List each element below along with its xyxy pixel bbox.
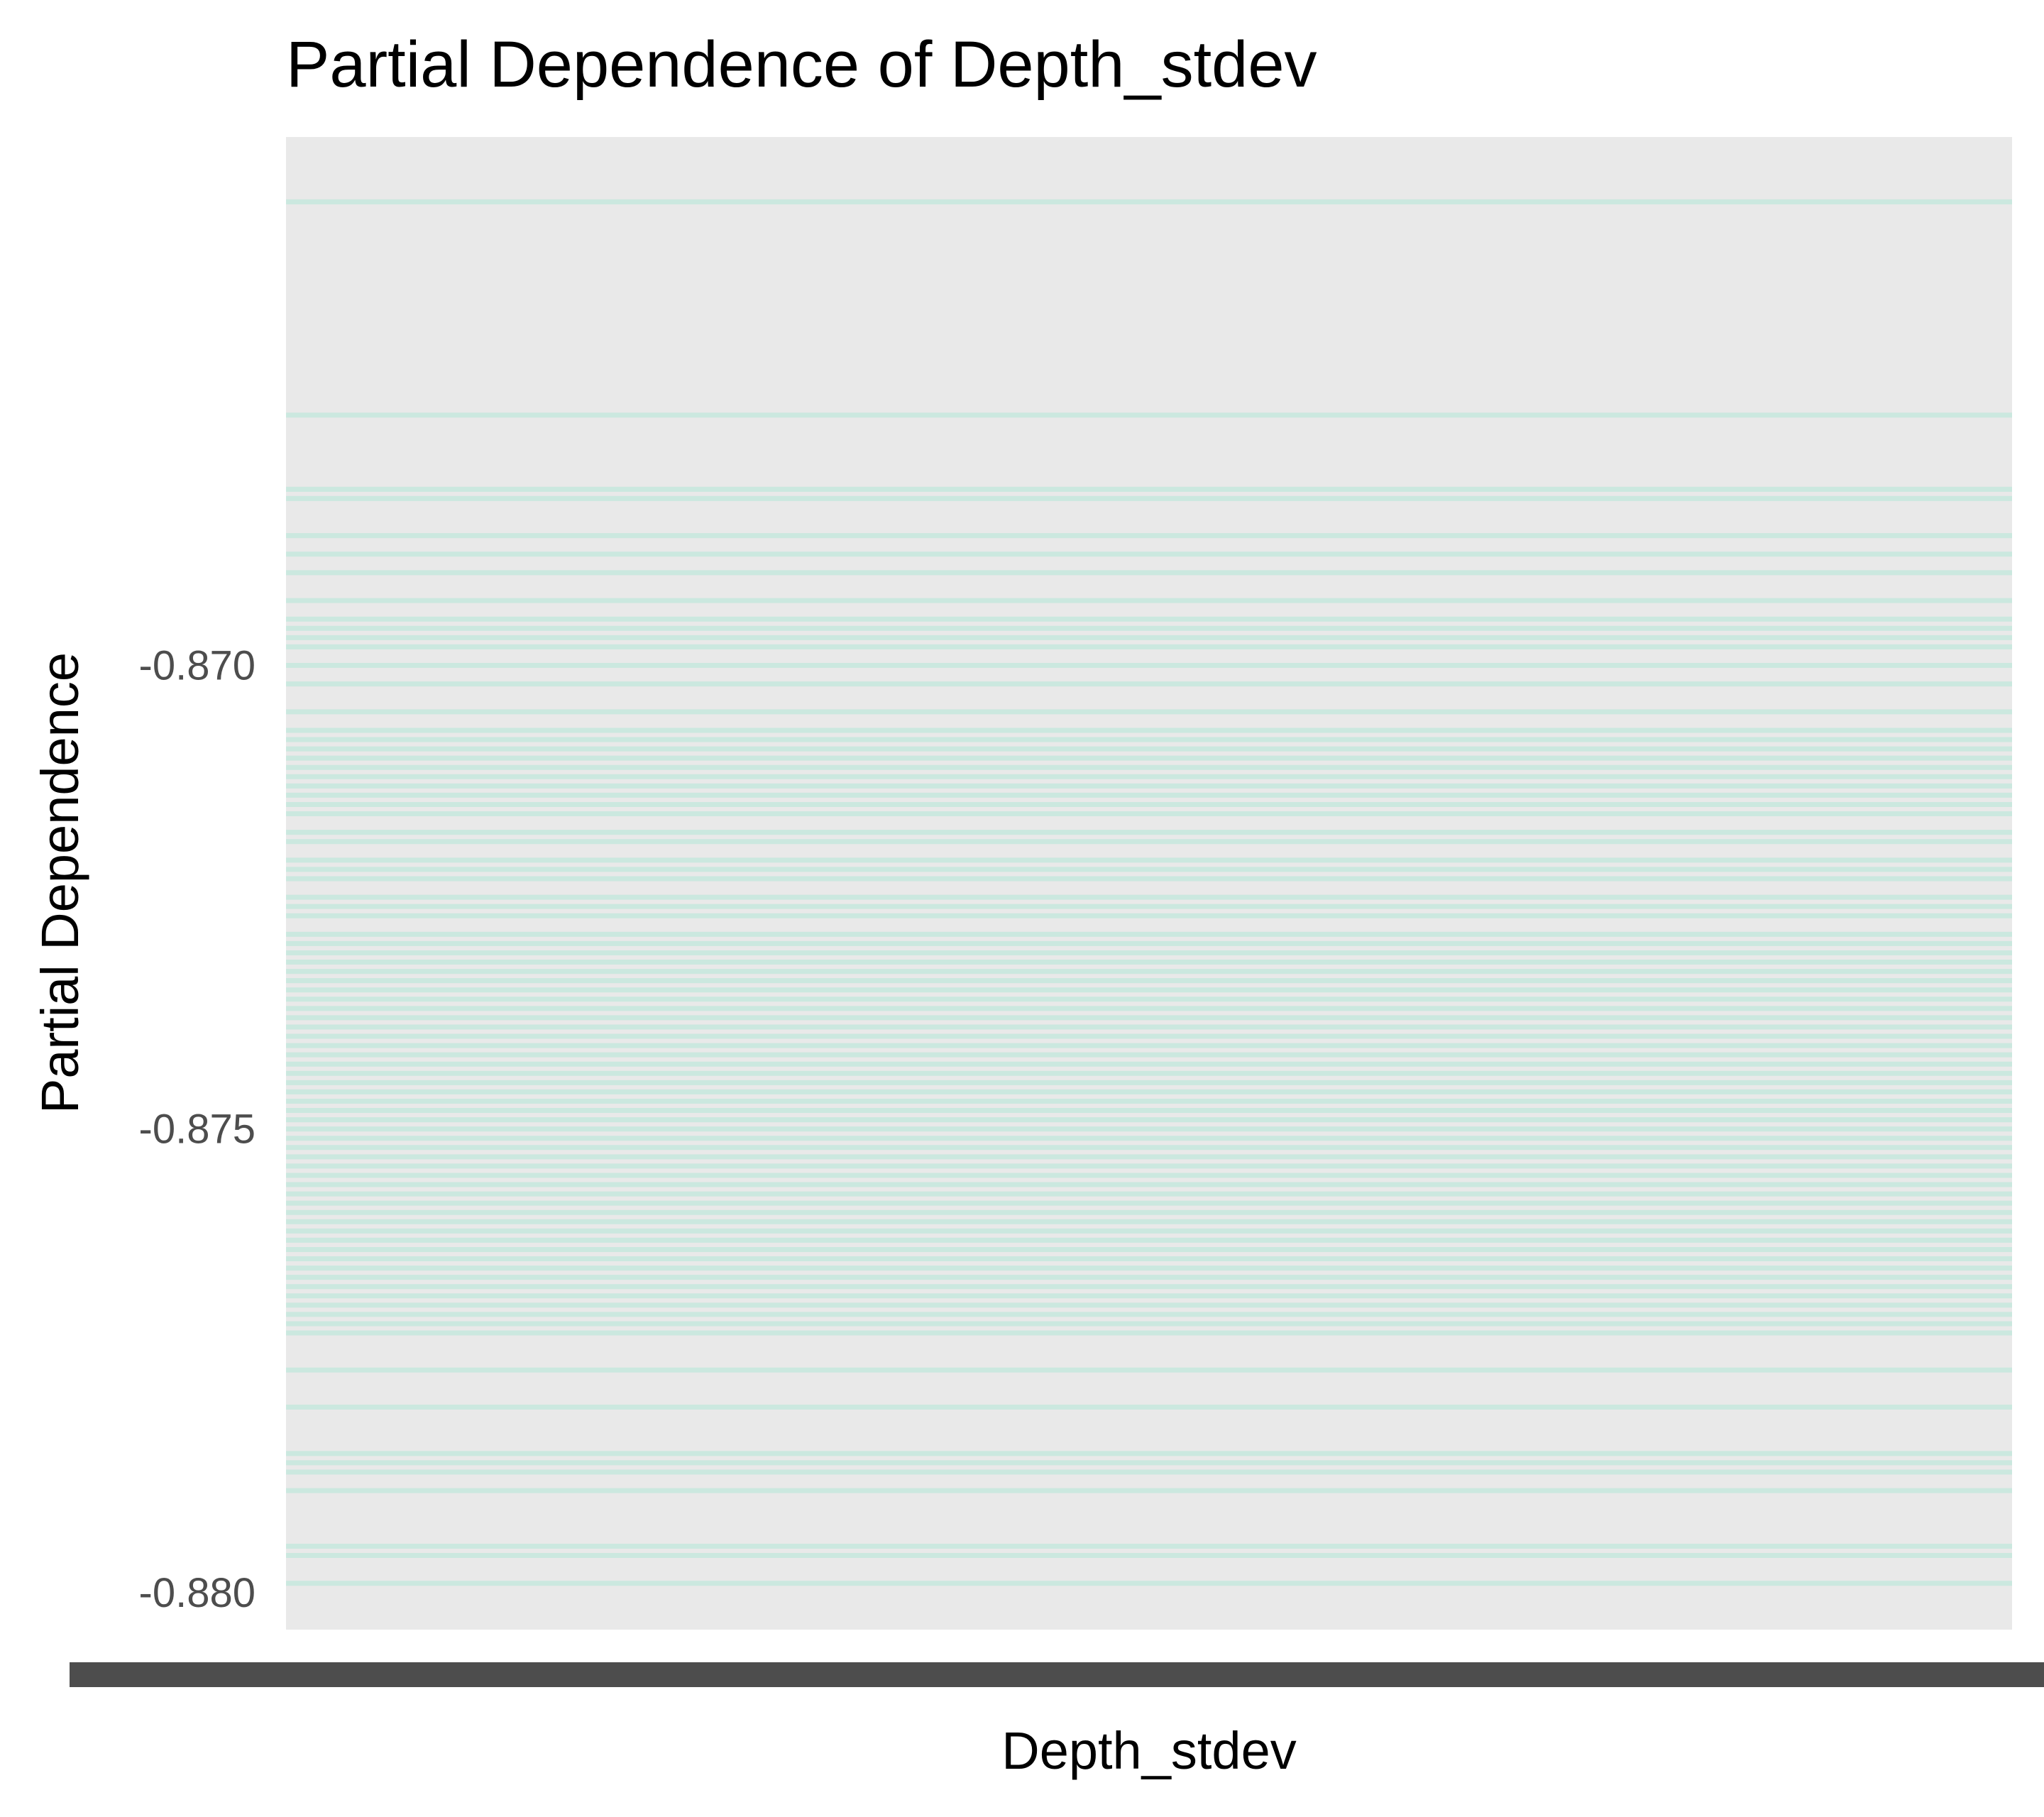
- chart-title: Partial Dependence of Depth_stdev: [286, 28, 1317, 101]
- ice-curves: [286, 199, 2012, 1586]
- y-tick-label: -0.875: [139, 1107, 256, 1153]
- x-axis-tick-labels-overlap: [70, 1662, 2044, 1687]
- y-tick-label: -0.880: [139, 1570, 256, 1616]
- x-axis-title: Depth_stdev: [1001, 1721, 1297, 1780]
- plot-panel: [286, 137, 2012, 1630]
- y-axis-ticks: -0.870 -0.875 -0.880: [139, 643, 256, 1616]
- y-tick-label: -0.870: [139, 643, 256, 689]
- y-axis-title: Partial Dependence: [31, 652, 89, 1114]
